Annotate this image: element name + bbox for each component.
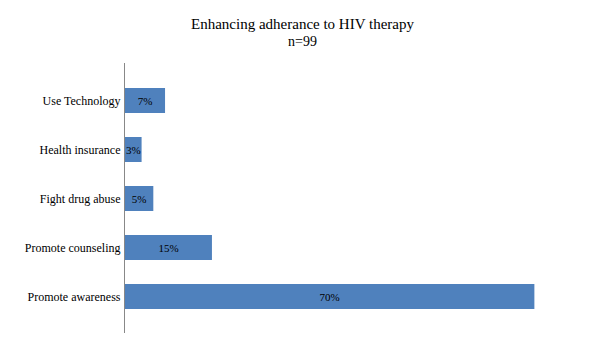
svg-text:Health insurance: Health insurance — [40, 143, 121, 157]
svg-text:Promote counseling: Promote counseling — [25, 241, 121, 255]
svg-text:5%: 5% — [132, 193, 147, 205]
html-text:Enhancing adherance to HIV the: Enhancing adherance to HIV therapy — [191, 16, 414, 32]
svg-text:Use Technology: Use Technology — [43, 94, 121, 108]
svg-text:Promote awareness: Promote awareness — [28, 290, 121, 304]
svg-text:3%: 3% — [126, 144, 141, 156]
svg-text:15%: 15% — [158, 242, 178, 254]
svg-text:7%: 7% — [138, 95, 153, 107]
html-text:n=99: n=99 — [288, 34, 317, 49]
svg-text:70%: 70% — [320, 291, 340, 303]
svg-text:Fight drug abuse: Fight drug abuse — [40, 192, 121, 206]
